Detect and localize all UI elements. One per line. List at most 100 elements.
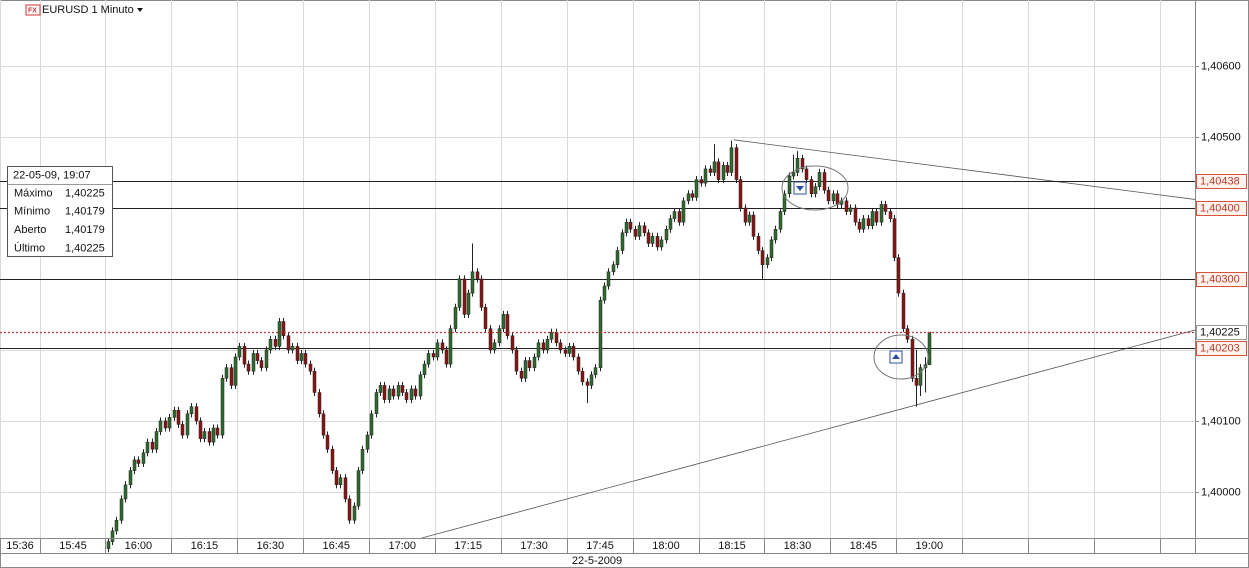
candle-body (804, 168, 809, 180)
candle-body (773, 229, 778, 241)
x-tick-label: 17:30 (520, 540, 548, 552)
x-axis-label: 22-5-2009 (572, 555, 622, 567)
info-title: 22-05-09, 19:07 (13, 169, 91, 181)
candle-body (848, 207, 853, 212)
candle-body (672, 211, 677, 219)
candle-body (782, 193, 787, 212)
y-tick-label: 1,40100 (1201, 415, 1241, 427)
level-label: 1,40203 (1200, 342, 1240, 354)
annotations (781, 165, 929, 380)
candle-body (299, 353, 304, 361)
candle-body (699, 179, 704, 184)
candle-body (628, 221, 633, 230)
grid (0, 0, 1195, 538)
level-label-box (1196, 174, 1247, 189)
candle-body (861, 218, 866, 230)
candle-body (901, 292, 906, 329)
sell-arrow (796, 186, 804, 191)
candle-body (554, 331, 559, 344)
candle-body (580, 370, 585, 383)
info-box-frame (7, 166, 113, 257)
candle-body (769, 239, 774, 258)
x-tick-label: 18:15 (718, 540, 746, 552)
candle-body (488, 328, 493, 351)
candle-body (330, 449, 335, 471)
candle-body (822, 172, 827, 191)
candle-body (787, 175, 792, 195)
candle-body (927, 331, 932, 366)
candle-body (422, 363, 427, 376)
candle-body (633, 229, 638, 237)
candle-body (295, 346, 300, 361)
candle-body (655, 236, 660, 248)
candle-body (620, 232, 625, 251)
x-tick-label: 15:45 (59, 540, 87, 552)
candle-body (382, 385, 387, 400)
candle-body (308, 363, 313, 372)
candle-body (145, 441, 150, 454)
candle-body (677, 211, 682, 223)
x-tick-label: 16:00 (125, 540, 153, 552)
candle-body (198, 420, 203, 439)
candle-body (844, 200, 849, 212)
info-label: Máximo (14, 187, 53, 199)
candle-body (233, 356, 238, 386)
info-box: 22-05-09, 19:07 Máximo 1,40225 Mínimo 1,4017… (7, 166, 113, 257)
candle-body (466, 292, 471, 315)
candle-body (703, 168, 708, 184)
y-tick-label: 1,40000 (1201, 486, 1241, 498)
candle-body (831, 193, 836, 202)
level-label: 1,40400 (1200, 202, 1240, 214)
candle-body (251, 353, 256, 372)
info-value: 1,40179 (65, 224, 105, 236)
candle-body (497, 328, 502, 344)
candle-body (694, 179, 699, 198)
candle-body (268, 339, 273, 351)
candle-body (277, 321, 282, 347)
candle-body (747, 214, 752, 223)
candle-body (756, 236, 761, 251)
candle-body (650, 236, 655, 244)
candle-body (888, 211, 893, 219)
candle-body (576, 356, 581, 372)
candle-body (158, 420, 163, 432)
fx-icon (25, 4, 41, 16)
level-label-box (1196, 201, 1247, 216)
level-label: 1,40300 (1200, 273, 1240, 285)
y-tick-label: 1,40500 (1201, 131, 1241, 143)
candle-body (259, 360, 264, 368)
candle-body (545, 339, 550, 351)
candle-body (879, 204, 884, 223)
candle-body (431, 353, 436, 358)
candle-body (563, 349, 568, 354)
candle-body (571, 346, 576, 358)
level-label: 1,40438 (1200, 175, 1240, 187)
candle-body (668, 218, 673, 230)
dropdown-arrow[interactable] (137, 8, 143, 12)
candle-body (172, 409, 177, 418)
candle-body (527, 360, 532, 368)
candle-body (194, 406, 199, 422)
candle-body (615, 250, 620, 265)
candle-body (624, 221, 629, 234)
candle-body (813, 186, 818, 195)
candle-body (202, 431, 207, 439)
candle-body (106, 541, 111, 549)
x-tick-label: 17:45 (586, 540, 614, 552)
candle-body (751, 214, 756, 237)
candle-body (141, 452, 146, 464)
candle-body (883, 204, 888, 212)
candle-body (290, 346, 295, 351)
chart-title: EURUSD 1 Minuto (42, 4, 134, 16)
candle-body (462, 278, 467, 315)
info-value: 1,40179 (65, 206, 105, 218)
candle-body (360, 449, 365, 471)
x-tick-label: 16:30 (257, 540, 285, 552)
candle-body (853, 207, 858, 223)
candle-body (470, 271, 475, 294)
candle-body (593, 367, 598, 376)
candle-body (910, 339, 915, 379)
candle-body (409, 388, 414, 400)
candle-body (242, 346, 247, 365)
